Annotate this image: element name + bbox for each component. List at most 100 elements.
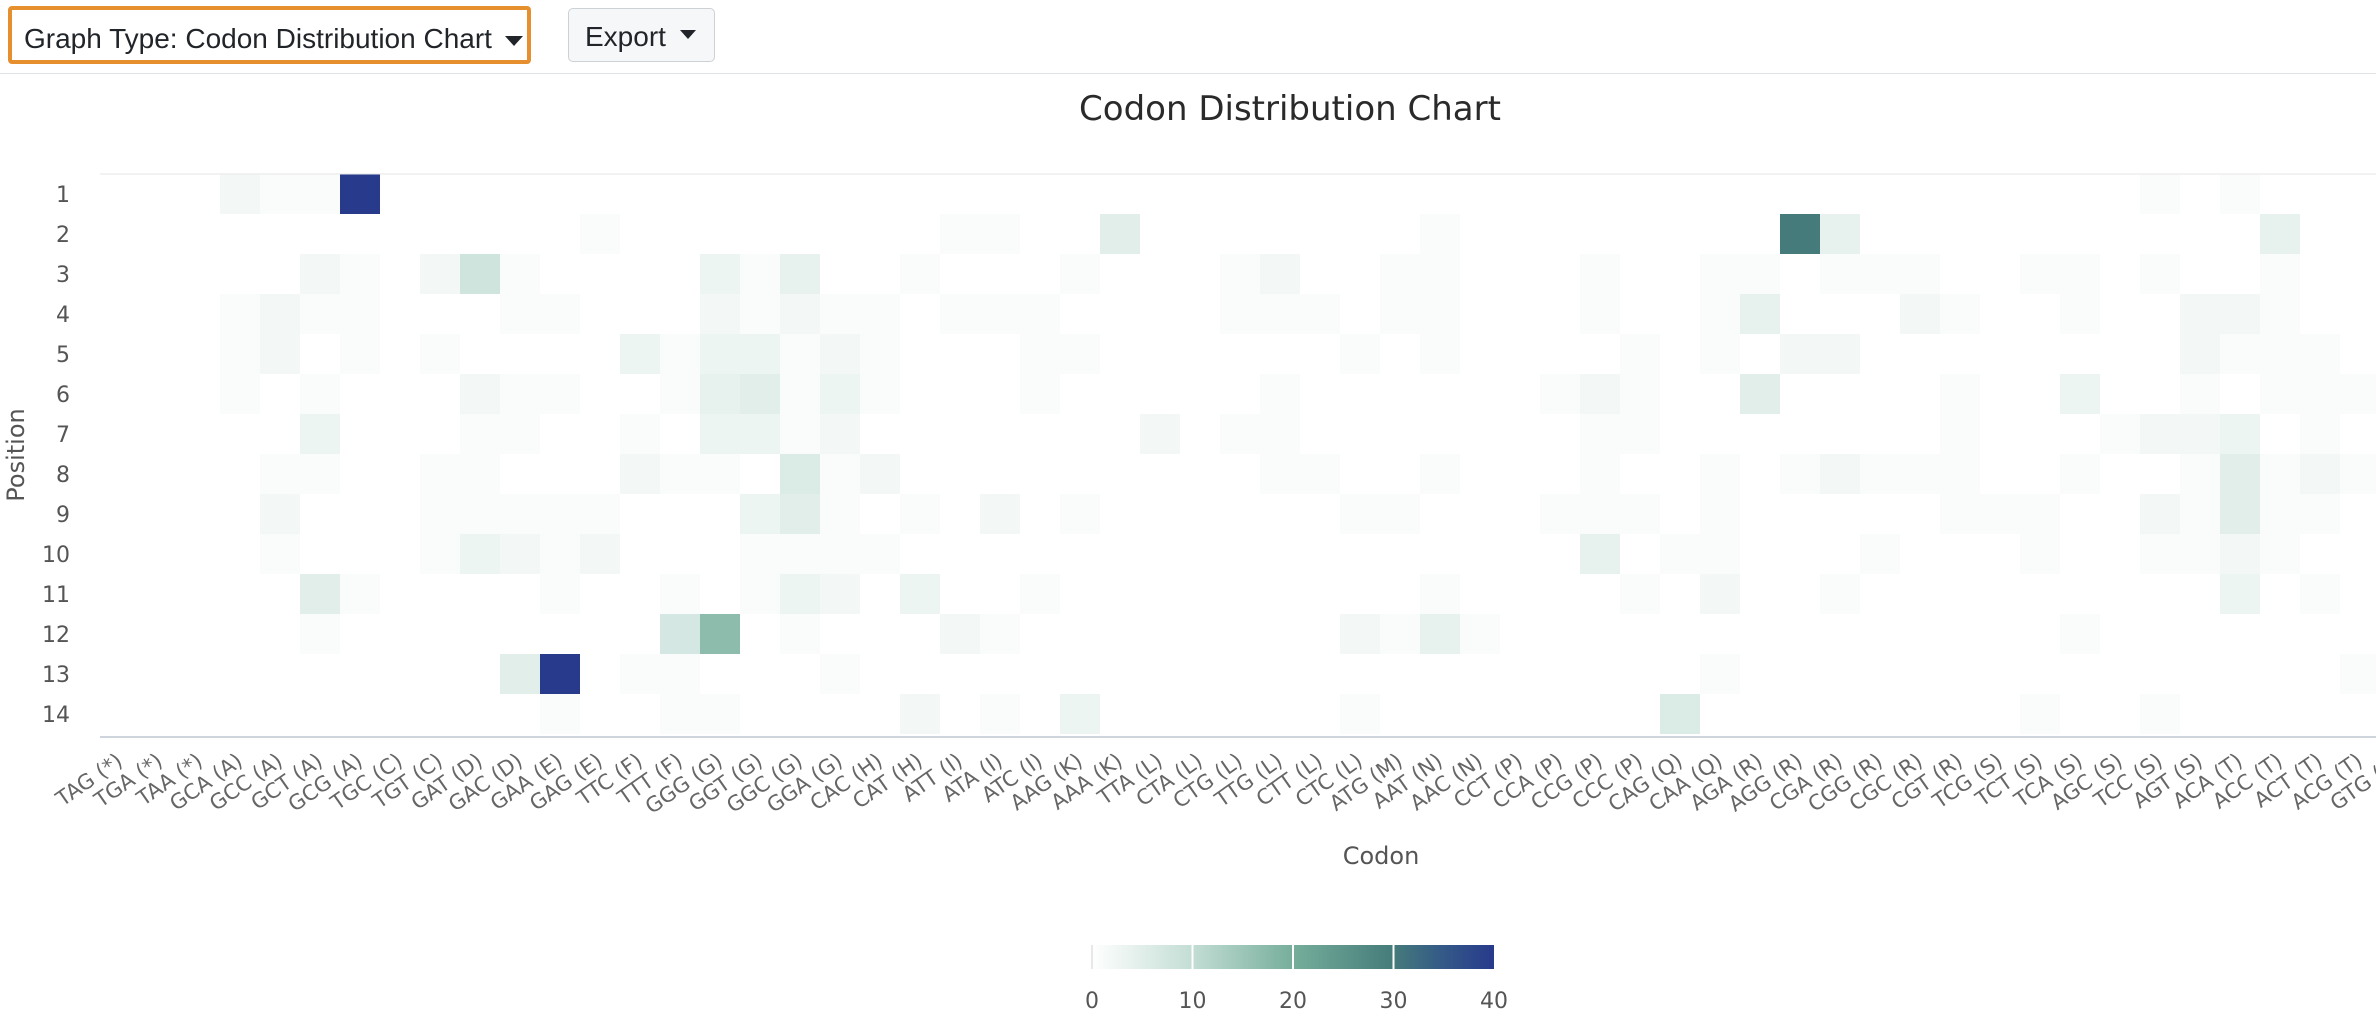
heatmap-cell (660, 454, 700, 494)
heatmap-cell (1260, 414, 1300, 454)
heatmap-cell (2060, 254, 2100, 294)
colorbar-tick-label: 10 (1179, 989, 1207, 1014)
heatmap-cell (1700, 254, 1740, 294)
heatmap-cell (660, 614, 700, 654)
heatmap-cell (1940, 414, 1980, 454)
y-tick-label: 3 (56, 263, 70, 288)
heatmap-cell (2300, 454, 2340, 494)
heatmap-cell (2260, 374, 2300, 414)
heatmap-cell (1060, 254, 1100, 294)
heatmap-cell (1980, 494, 2020, 534)
heatmap-cell (1060, 334, 1100, 374)
heatmap-cell (580, 214, 620, 254)
heatmap-cell (2260, 254, 2300, 294)
heatmap-cell (940, 294, 980, 334)
heatmap-cell (2220, 454, 2260, 494)
heatmap-cell (1820, 454, 1860, 494)
heatmap-cell (2300, 414, 2340, 454)
y-tick-label: 8 (56, 463, 70, 488)
graph-type-dropdown[interactable]: Graph Type: Codon Distribution Chart (8, 6, 531, 64)
heatmap-cell (1820, 334, 1860, 374)
heatmap-cell (980, 614, 1020, 654)
heatmap-cell (1060, 494, 1100, 534)
heatmap-cell (2300, 494, 2340, 534)
heatmap-cell (500, 534, 540, 574)
heatmap-cell (2220, 494, 2260, 534)
y-tick-label: 14 (42, 703, 70, 728)
graph-type-label: Graph Type: Codon Distribution Chart (24, 23, 492, 54)
heatmap-cell (2220, 334, 2260, 374)
heatmap-cell (780, 454, 820, 494)
heatmap-cell (740, 294, 780, 334)
heatmap-cell (660, 574, 700, 614)
heatmap-cell (1140, 414, 1180, 454)
heatmap-cell (540, 374, 580, 414)
heatmap-cell (1860, 454, 1900, 494)
heatmap-cell (660, 374, 700, 414)
heatmap-cell (660, 654, 700, 694)
heatmap-cell (780, 374, 820, 414)
heatmap-cell (260, 174, 300, 214)
heatmap-cell (460, 494, 500, 534)
heatmap-cell (2340, 654, 2376, 694)
heatmap-cell (2260, 294, 2300, 334)
y-tick-label: 6 (56, 383, 70, 408)
heatmap-cell (780, 494, 820, 534)
heatmap-cell (1700, 574, 1740, 614)
heatmap-cell (1940, 494, 1980, 534)
heatmap-cell (1220, 294, 1260, 334)
heatmap-cell (2340, 454, 2376, 494)
heatmap-cell (500, 294, 540, 334)
x-axis-label: Codon (1343, 842, 1420, 870)
heatmap-cell (740, 254, 780, 294)
heatmap-cell (1860, 254, 1900, 294)
chart-title: Codon Distribution Chart (1079, 89, 1501, 129)
heatmap-cell (1900, 454, 1940, 494)
heatmap-cell (1820, 574, 1860, 614)
heatmap-cell (2140, 534, 2180, 574)
heatmap-cell (1620, 334, 1660, 374)
heatmap-cell (1100, 214, 1140, 254)
heatmap-cell (620, 454, 660, 494)
heatmap-cell (1340, 614, 1380, 654)
heatmap-cell (660, 334, 700, 374)
heatmap-cell (820, 294, 860, 334)
heatmap-cell (740, 574, 780, 614)
heatmap-cell (220, 294, 260, 334)
heatmap-cell (740, 374, 780, 414)
heatmap-cell (900, 494, 940, 534)
heatmap-cell (980, 294, 1020, 334)
heatmap-cell (1420, 214, 1460, 254)
heatmap-cell (940, 614, 980, 654)
heatmap-cell (2020, 694, 2060, 734)
heatmap-cell (1380, 254, 1420, 294)
heatmap-cell (300, 574, 340, 614)
heatmap-cell (260, 534, 300, 574)
heatmap-cell (1420, 334, 1460, 374)
colorbar-tick-label: 0 (1085, 989, 1099, 1014)
export-button[interactable]: Export (568, 8, 715, 62)
heatmap-cell (1420, 454, 1460, 494)
heatmap-cell (1740, 374, 1780, 414)
heatmap-cell (1580, 254, 1620, 294)
chevron-down-icon (680, 30, 696, 39)
colorbar-tick-label: 30 (1380, 989, 1408, 1014)
heatmap-cell (820, 534, 860, 574)
heatmap-cell (300, 454, 340, 494)
heatmap-cell (1860, 534, 1900, 574)
heatmap-cell (460, 454, 500, 494)
heatmap-cell (420, 334, 460, 374)
heatmap-cell (500, 254, 540, 294)
y-tick-label: 7 (56, 423, 70, 448)
heatmap-cell (1820, 254, 1860, 294)
heatmap-cell (900, 574, 940, 614)
heatmap-cell (1380, 294, 1420, 334)
heatmap-cell (2260, 454, 2300, 494)
heatmap-cell (1940, 294, 1980, 334)
heatmap-cell (1260, 374, 1300, 414)
heatmap-cell (1260, 294, 1300, 334)
heatmap-cell (2260, 214, 2300, 254)
heatmap-cell (580, 534, 620, 574)
heatmap-cell (780, 334, 820, 374)
heatmap-cell (820, 334, 860, 374)
